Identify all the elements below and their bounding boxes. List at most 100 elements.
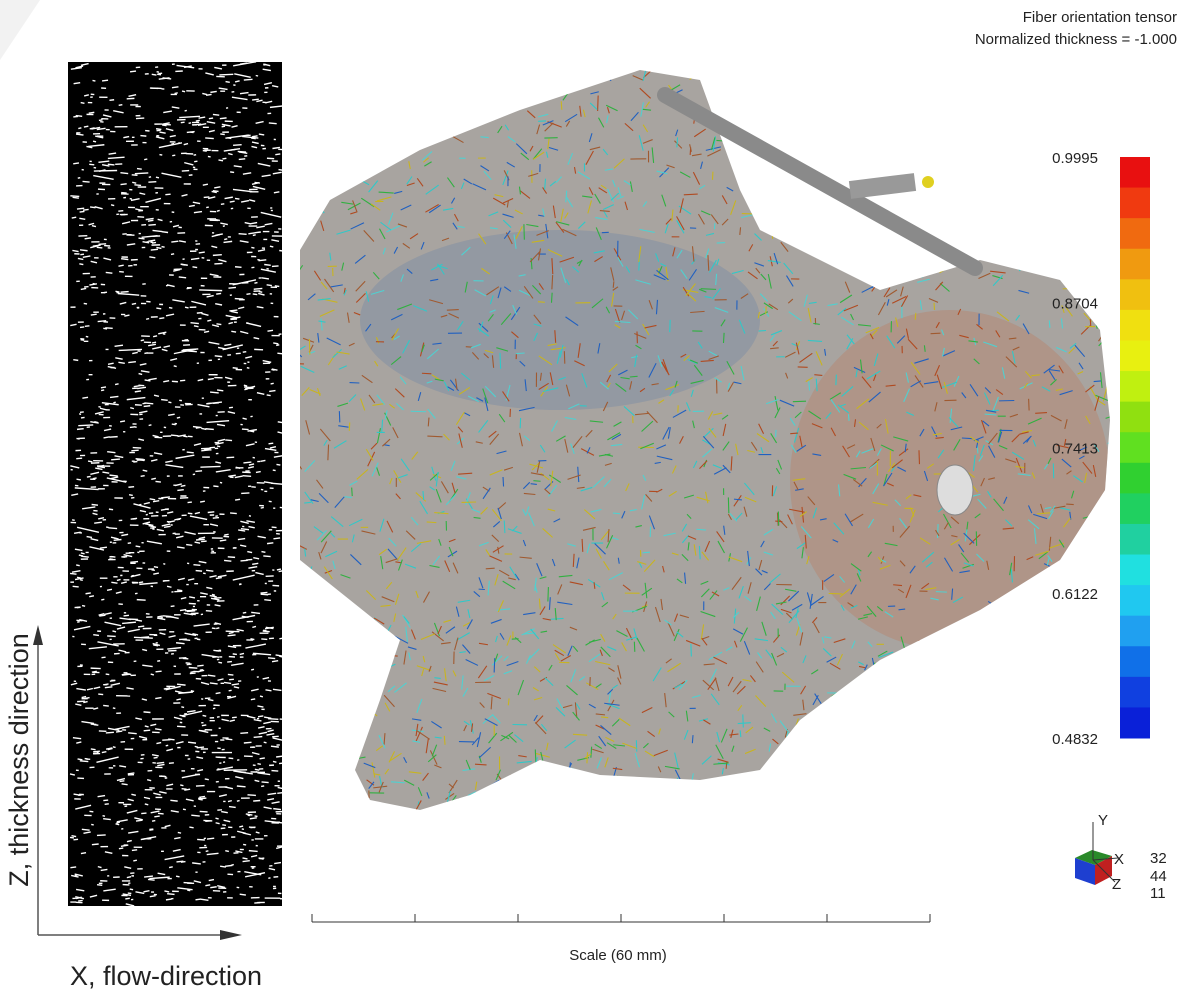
fiber	[145, 726, 149, 727]
fiber	[253, 235, 256, 236]
vector	[333, 167, 338, 173]
fiber	[205, 885, 210, 886]
fiber	[235, 267, 241, 268]
vector	[936, 652, 940, 658]
vector	[1026, 203, 1032, 204]
vector	[317, 643, 332, 645]
color-band	[1120, 493, 1150, 524]
vector	[466, 347, 472, 348]
vector	[1104, 736, 1115, 737]
vector	[822, 95, 825, 101]
vector	[1039, 726, 1042, 737]
part-shade	[360, 230, 760, 410]
color-band	[1120, 616, 1150, 647]
fiber	[213, 532, 215, 533]
fiber	[239, 234, 247, 235]
vector	[955, 725, 962, 732]
fiber	[261, 552, 265, 553]
figure: Fiber orientation tensor Normalized thic…	[0, 0, 1181, 995]
vector	[552, 293, 553, 303]
vector	[1109, 685, 1118, 686]
vector	[341, 170, 346, 177]
fiber	[76, 438, 79, 439]
vector	[948, 173, 952, 181]
fiber	[268, 719, 278, 720]
vector	[871, 66, 881, 68]
fiber	[210, 91, 216, 92]
fiber	[239, 826, 243, 827]
vector	[992, 149, 1002, 151]
vector	[305, 699, 308, 712]
vector	[825, 95, 838, 98]
fiber	[112, 631, 116, 632]
vector	[960, 678, 972, 682]
vector	[1066, 777, 1071, 780]
vector	[1049, 813, 1050, 819]
vector	[743, 107, 754, 112]
color-band	[1120, 279, 1150, 310]
vector	[1039, 150, 1044, 154]
fiber	[116, 731, 122, 732]
vector	[848, 414, 849, 421]
fiber	[80, 254, 84, 255]
fiber	[255, 769, 260, 770]
vector	[329, 611, 336, 617]
fiber	[128, 733, 137, 734]
vector	[322, 667, 332, 679]
vector	[730, 108, 731, 115]
vector	[830, 766, 839, 769]
fiber	[256, 832, 260, 833]
fiber	[187, 664, 192, 665]
vector	[346, 699, 347, 705]
vector	[297, 220, 307, 221]
vector	[849, 694, 854, 700]
fiber	[172, 87, 178, 88]
vector	[962, 794, 966, 807]
fiber	[132, 182, 136, 183]
vector	[677, 137, 678, 147]
fiber	[279, 763, 287, 764]
vector	[905, 198, 907, 204]
fiber	[148, 225, 155, 226]
fiber	[149, 425, 152, 426]
vector	[293, 641, 302, 651]
vector	[1083, 195, 1092, 199]
vector	[1104, 290, 1112, 293]
fiber	[182, 171, 189, 172]
vector	[1026, 150, 1032, 157]
fiber	[230, 172, 234, 173]
vector	[306, 135, 313, 144]
vector	[1060, 169, 1073, 175]
angle: 11	[1150, 885, 1166, 902]
fiber	[275, 154, 280, 155]
vector	[944, 63, 951, 74]
fiber	[152, 342, 156, 343]
vector	[690, 73, 699, 80]
vector	[535, 89, 539, 102]
vector	[339, 79, 345, 82]
vector	[1075, 79, 1084, 90]
fiber	[270, 246, 273, 247]
fiber	[277, 792, 284, 793]
vector	[524, 776, 526, 784]
vector	[1066, 710, 1080, 711]
vector	[1009, 783, 1017, 784]
vector	[1109, 697, 1115, 711]
vector	[988, 701, 996, 703]
vector	[843, 215, 853, 225]
fiber	[273, 343, 278, 344]
fiber	[230, 201, 235, 202]
color-band	[1120, 524, 1150, 555]
fiber	[213, 486, 218, 487]
color-band	[1120, 463, 1150, 494]
vector	[966, 79, 971, 85]
fiber	[247, 795, 255, 796]
vector	[1022, 249, 1030, 254]
vector	[575, 812, 582, 814]
vector	[539, 63, 541, 69]
fiber	[76, 116, 83, 117]
vector	[922, 254, 928, 258]
vector	[893, 689, 901, 693]
vector	[345, 707, 353, 716]
fiber	[78, 178, 81, 179]
